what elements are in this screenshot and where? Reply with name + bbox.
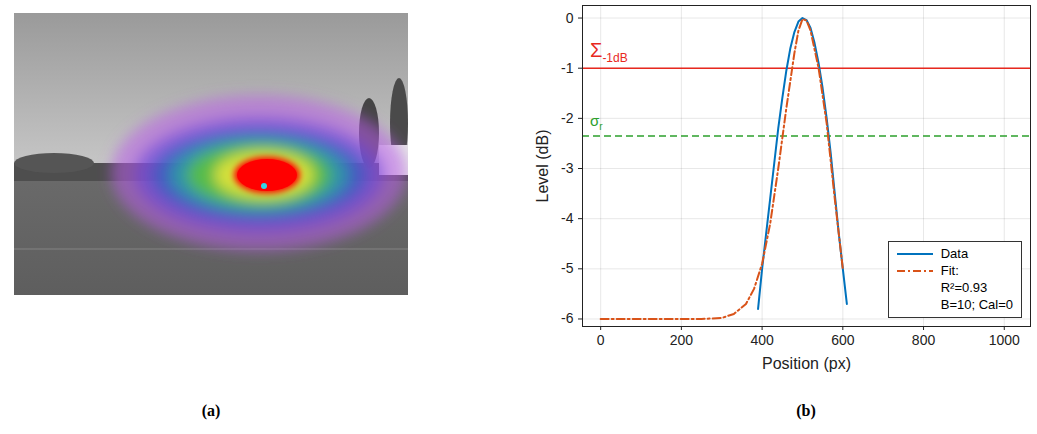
svg-text:-5: -5	[561, 260, 574, 276]
svg-text:-4: -4	[561, 210, 574, 226]
html-text:(a): (a)	[201, 402, 221, 419]
html-text:σr: σr	[590, 112, 603, 133]
svg-text:200: 200	[670, 332, 694, 348]
svg-text:Position (px): Position (px)	[762, 355, 851, 372]
svg-text:-3: -3	[561, 160, 574, 176]
html-text:Σ-1dB: Σ-1dB	[590, 38, 628, 65]
svg-text:Level (dB): Level (dB)	[534, 130, 551, 203]
svg-text:0: 0	[597, 332, 605, 348]
svg-text:-6: -6	[561, 310, 574, 326]
svg-text:1000: 1000	[989, 332, 1020, 348]
svg-text:-1: -1	[561, 60, 574, 76]
html-text:Data: Data	[940, 246, 969, 261]
svg-text:600: 600	[831, 332, 855, 348]
svg-text:-2: -2	[561, 110, 574, 126]
svg-text:400: 400	[750, 332, 774, 348]
html-text:B=10; Cal=0: B=10; Cal=0	[940, 297, 1013, 312]
svg-text:0: 0	[566, 10, 574, 26]
html-text:Fit:: Fit:	[940, 263, 959, 278]
html-text:R²=0.93: R²=0.93	[940, 280, 988, 295]
svg-text:800: 800	[912, 332, 936, 348]
html-text:(b): (b)	[796, 402, 816, 419]
